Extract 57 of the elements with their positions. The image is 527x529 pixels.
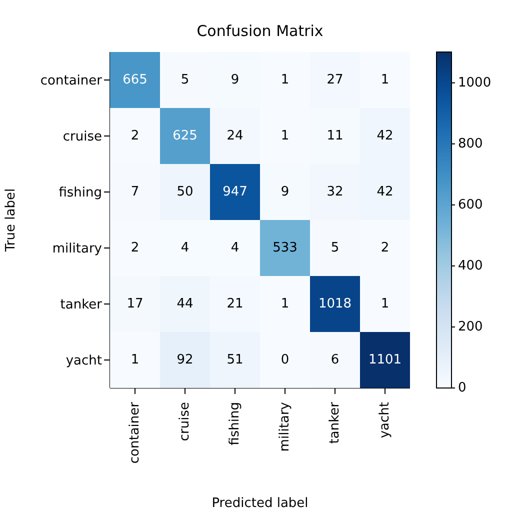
data-label: 4 (230, 240, 240, 256)
y-tick-label: military (52, 242, 102, 257)
y-axis-title: True label (4, 188, 19, 253)
data-label: 17 (126, 296, 144, 312)
y-tick-label: cruise (62, 130, 102, 145)
x-tick-label: yacht (378, 402, 392, 438)
color-bar-label: 0 (458, 380, 466, 396)
data-label: 665 (122, 72, 148, 88)
data-label: 51 (226, 352, 244, 368)
data-label: 533 (272, 240, 298, 256)
data-label: 42 (376, 128, 394, 144)
x-tick-label: military (278, 402, 292, 452)
data-label: 50 (176, 184, 194, 200)
color-bar-label: 200 (458, 319, 483, 334)
x-tick-label: tanker (328, 401, 342, 444)
y-tick-label: yacht (66, 354, 102, 369)
data-label: 1 (280, 296, 290, 312)
data-label: 27 (326, 72, 344, 88)
color-bar-label: 600 (458, 197, 483, 212)
data-label: 11 (326, 128, 344, 144)
x-tick-label: cruise (178, 402, 192, 442)
color-bar-label: 800 (458, 136, 483, 152)
data-label: 1018 (318, 296, 352, 312)
data-label: 42 (376, 184, 394, 200)
data-label: 1 (130, 352, 140, 368)
y-tick-label: tanker (60, 298, 103, 313)
data-label: 5 (330, 240, 340, 256)
data-label: 7 (130, 184, 140, 200)
data-label: 1 (380, 72, 390, 88)
data-label: 1 (380, 296, 390, 312)
data-label: 4 (180, 240, 190, 256)
color-bar-label: 400 (458, 258, 483, 274)
data-label: 9 (230, 72, 240, 88)
data-label: 5 (180, 72, 190, 88)
data-label: 625 (172, 128, 198, 144)
data-label: 44 (176, 296, 194, 312)
data-label: 2 (380, 240, 390, 256)
data-label: 6 (330, 352, 340, 368)
y-tick-label: container (40, 74, 103, 89)
data-label: 2 (130, 128, 140, 144)
y-tick-label: fishing (58, 186, 102, 201)
x-tick-label: container (128, 401, 142, 464)
data-label: 21 (226, 296, 244, 312)
data-label: 1 (280, 72, 290, 88)
chart-title: Confusion Matrix (196, 22, 324, 40)
data-label: 1101 (368, 352, 402, 368)
data-label: 0 (280, 352, 290, 368)
color-bar-label: 1000 (458, 75, 492, 90)
x-tick-label: fishing (228, 402, 242, 446)
data-label: 2 (130, 240, 140, 256)
data-label: 9 (280, 184, 290, 200)
data-label: 24 (226, 128, 244, 144)
data-label: 92 (176, 352, 194, 368)
x-axis-title: Predicted label (212, 496, 308, 511)
data-label: 1 (280, 128, 290, 144)
data-label: 947 (222, 184, 248, 200)
data-label: 32 (326, 184, 344, 200)
